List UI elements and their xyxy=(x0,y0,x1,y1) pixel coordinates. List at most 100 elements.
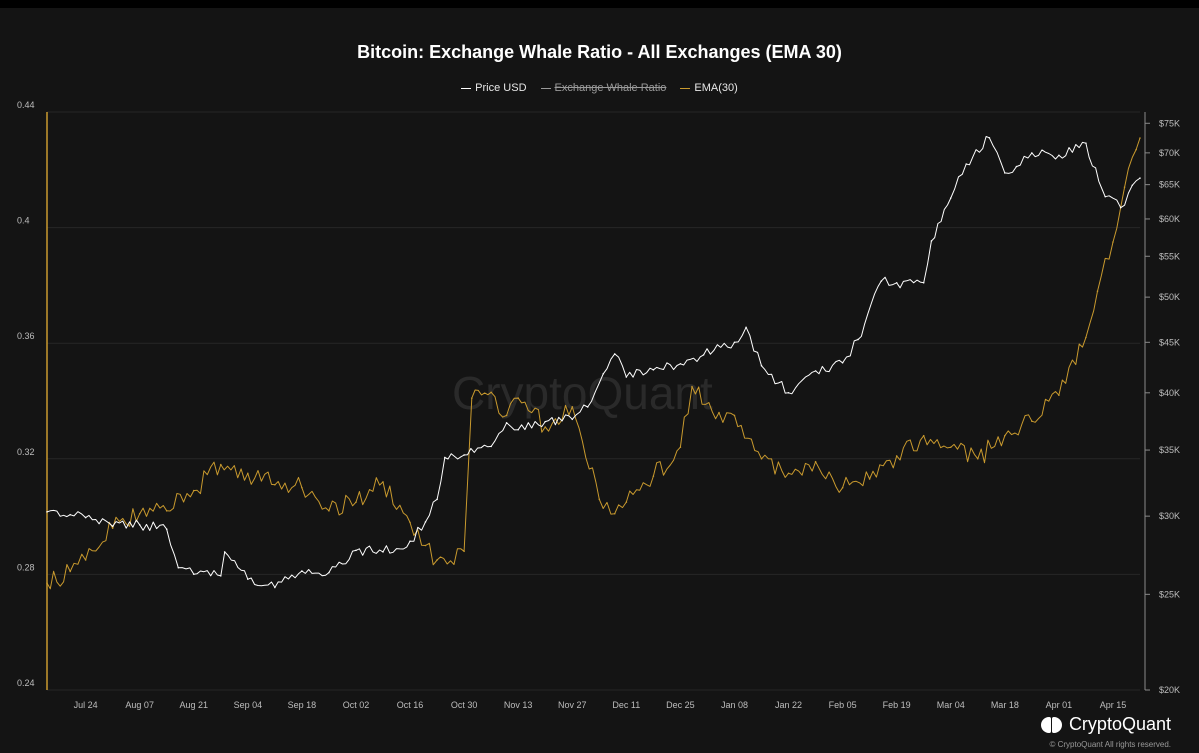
data-point-price-usd xyxy=(857,338,859,341)
data-point-ema-30- xyxy=(436,559,438,561)
data-point-ema-30- xyxy=(814,460,817,463)
y-right-tick-label: $30K xyxy=(1159,511,1180,521)
data-point-price-usd xyxy=(1015,165,1018,168)
data-point-price-usd xyxy=(702,354,705,356)
x-tick-label: Mar 18 xyxy=(991,700,1019,710)
x-tick-label: Mar 04 xyxy=(937,700,965,710)
data-point-ema-30- xyxy=(691,385,693,388)
data-point-ema-30- xyxy=(111,527,114,529)
chart-title: Bitcoin: Exchange Whale Ratio - All Exch… xyxy=(357,42,842,62)
legend-item-price[interactable]: Price USD xyxy=(461,82,527,94)
data-point-ema-30- xyxy=(718,411,720,414)
data-point-ema-30- xyxy=(652,475,655,477)
data-point-ema-30- xyxy=(192,489,195,492)
data-point-ema-30- xyxy=(1096,290,1099,292)
data-point-price-usd xyxy=(745,326,747,329)
y-left-tick-label: 0.4 xyxy=(17,216,30,226)
y-right-tick-label: $40K xyxy=(1159,388,1180,398)
data-point-price-usd xyxy=(760,365,763,367)
data-point-price-usd xyxy=(652,369,655,371)
data-point-ema-30- xyxy=(976,458,979,460)
data-point-price-usd xyxy=(988,137,991,139)
data-point-ema-30- xyxy=(922,434,925,437)
data-point-price-usd xyxy=(841,361,844,364)
data-point-ema-30- xyxy=(301,486,303,489)
x-tick-label: Feb 05 xyxy=(829,700,857,710)
data-point-ema-30- xyxy=(787,472,790,475)
data-point-price-usd xyxy=(613,353,616,355)
cryptoquant-logo-icon xyxy=(1040,716,1063,734)
data-point-price-usd xyxy=(733,341,736,344)
data-point-ema-30- xyxy=(1112,241,1114,243)
legend-item-ema[interactable]: EMA(30) xyxy=(680,82,738,94)
x-tick-label: Feb 19 xyxy=(883,700,911,710)
data-point-ema-30- xyxy=(571,405,574,408)
data-point-price-usd xyxy=(165,528,168,531)
chart-panel xyxy=(0,8,1199,753)
data-point-price-usd xyxy=(223,551,226,553)
legend-item-whale-ratio[interactable]: Exchange Whale Ratio xyxy=(540,82,667,94)
data-point-ema-30- xyxy=(625,501,628,503)
brand-name: CryptoQuant xyxy=(1068,714,1171,734)
data-point-ema-30- xyxy=(1031,420,1033,423)
y-right-tick-label: $50K xyxy=(1159,292,1180,302)
data-point-price-usd xyxy=(490,445,492,448)
x-tick-label: Dec 11 xyxy=(612,700,640,710)
data-point-ema-30- xyxy=(328,510,330,512)
data-point-price-usd xyxy=(895,281,898,284)
data-point-price-usd xyxy=(84,516,87,519)
data-point-ema-30- xyxy=(409,521,411,524)
data-point-price-usd xyxy=(328,571,330,574)
data-point-price-usd xyxy=(46,511,48,513)
data-point-ema-30- xyxy=(1139,137,1141,139)
data-point-price-usd xyxy=(247,578,249,580)
y-left-tick-label: 0.44 xyxy=(17,100,35,110)
x-tick-label: Jan 08 xyxy=(721,700,748,710)
data-point-price-usd xyxy=(1104,195,1107,198)
data-point-ema-30- xyxy=(1123,186,1126,188)
data-point-ema-30- xyxy=(138,512,141,515)
data-point-price-usd xyxy=(1085,142,1087,144)
x-tick-label: Oct 30 xyxy=(451,700,478,710)
data-point-ema-30- xyxy=(165,510,168,512)
y-right-tick-label: $25K xyxy=(1159,589,1180,599)
data-point-price-usd xyxy=(949,197,952,199)
data-point-ema-30- xyxy=(760,458,763,460)
x-tick-label: Nov 13 xyxy=(504,700,533,710)
data-point-price-usd xyxy=(787,392,790,394)
data-point-price-usd xyxy=(1058,154,1060,157)
y-right-tick-label: $75K xyxy=(1159,118,1180,128)
data-point-price-usd xyxy=(880,280,883,282)
y-right-tick-label: $45K xyxy=(1159,337,1180,347)
data-point-ema-30- xyxy=(1004,434,1006,437)
y-left-tick-label: 0.24 xyxy=(17,678,35,688)
data-point-price-usd xyxy=(965,163,968,165)
legend-swatch-whale-ratio xyxy=(540,87,551,89)
y-right-tick-label: $70K xyxy=(1159,148,1180,158)
data-point-ema-30- xyxy=(490,391,492,394)
data-point-ema-30- xyxy=(544,426,547,428)
data-point-price-usd xyxy=(930,240,933,242)
data-point-price-usd xyxy=(1139,177,1141,179)
legend-swatch-ema xyxy=(680,87,691,89)
x-tick-label: Sep 18 xyxy=(288,700,317,710)
x-tick-label: Oct 02 xyxy=(343,700,370,710)
data-point-ema-30- xyxy=(679,446,682,449)
data-point-price-usd xyxy=(382,551,384,553)
data-point-price-usd xyxy=(544,420,547,423)
legend-label-whale-ratio: Exchange Whale Ratio xyxy=(554,82,667,94)
data-point-price-usd xyxy=(1031,152,1033,154)
legend-label-price: Price USD xyxy=(475,82,527,94)
data-point-price-usd xyxy=(1119,206,1122,209)
data-point-price-usd xyxy=(679,362,682,365)
x-tick-label: Apr 15 xyxy=(1100,700,1127,710)
data-point-price-usd xyxy=(219,575,222,577)
y-right-tick-label: $55K xyxy=(1159,251,1180,261)
x-tick-label: Aug 21 xyxy=(179,700,208,710)
legend-swatch-price xyxy=(461,87,472,89)
data-point-ema-30- xyxy=(471,397,473,399)
series-line-price-usd xyxy=(46,136,1141,588)
y-left-tick-label: 0.32 xyxy=(17,447,35,457)
x-tick-label: Apr 01 xyxy=(1046,700,1073,710)
